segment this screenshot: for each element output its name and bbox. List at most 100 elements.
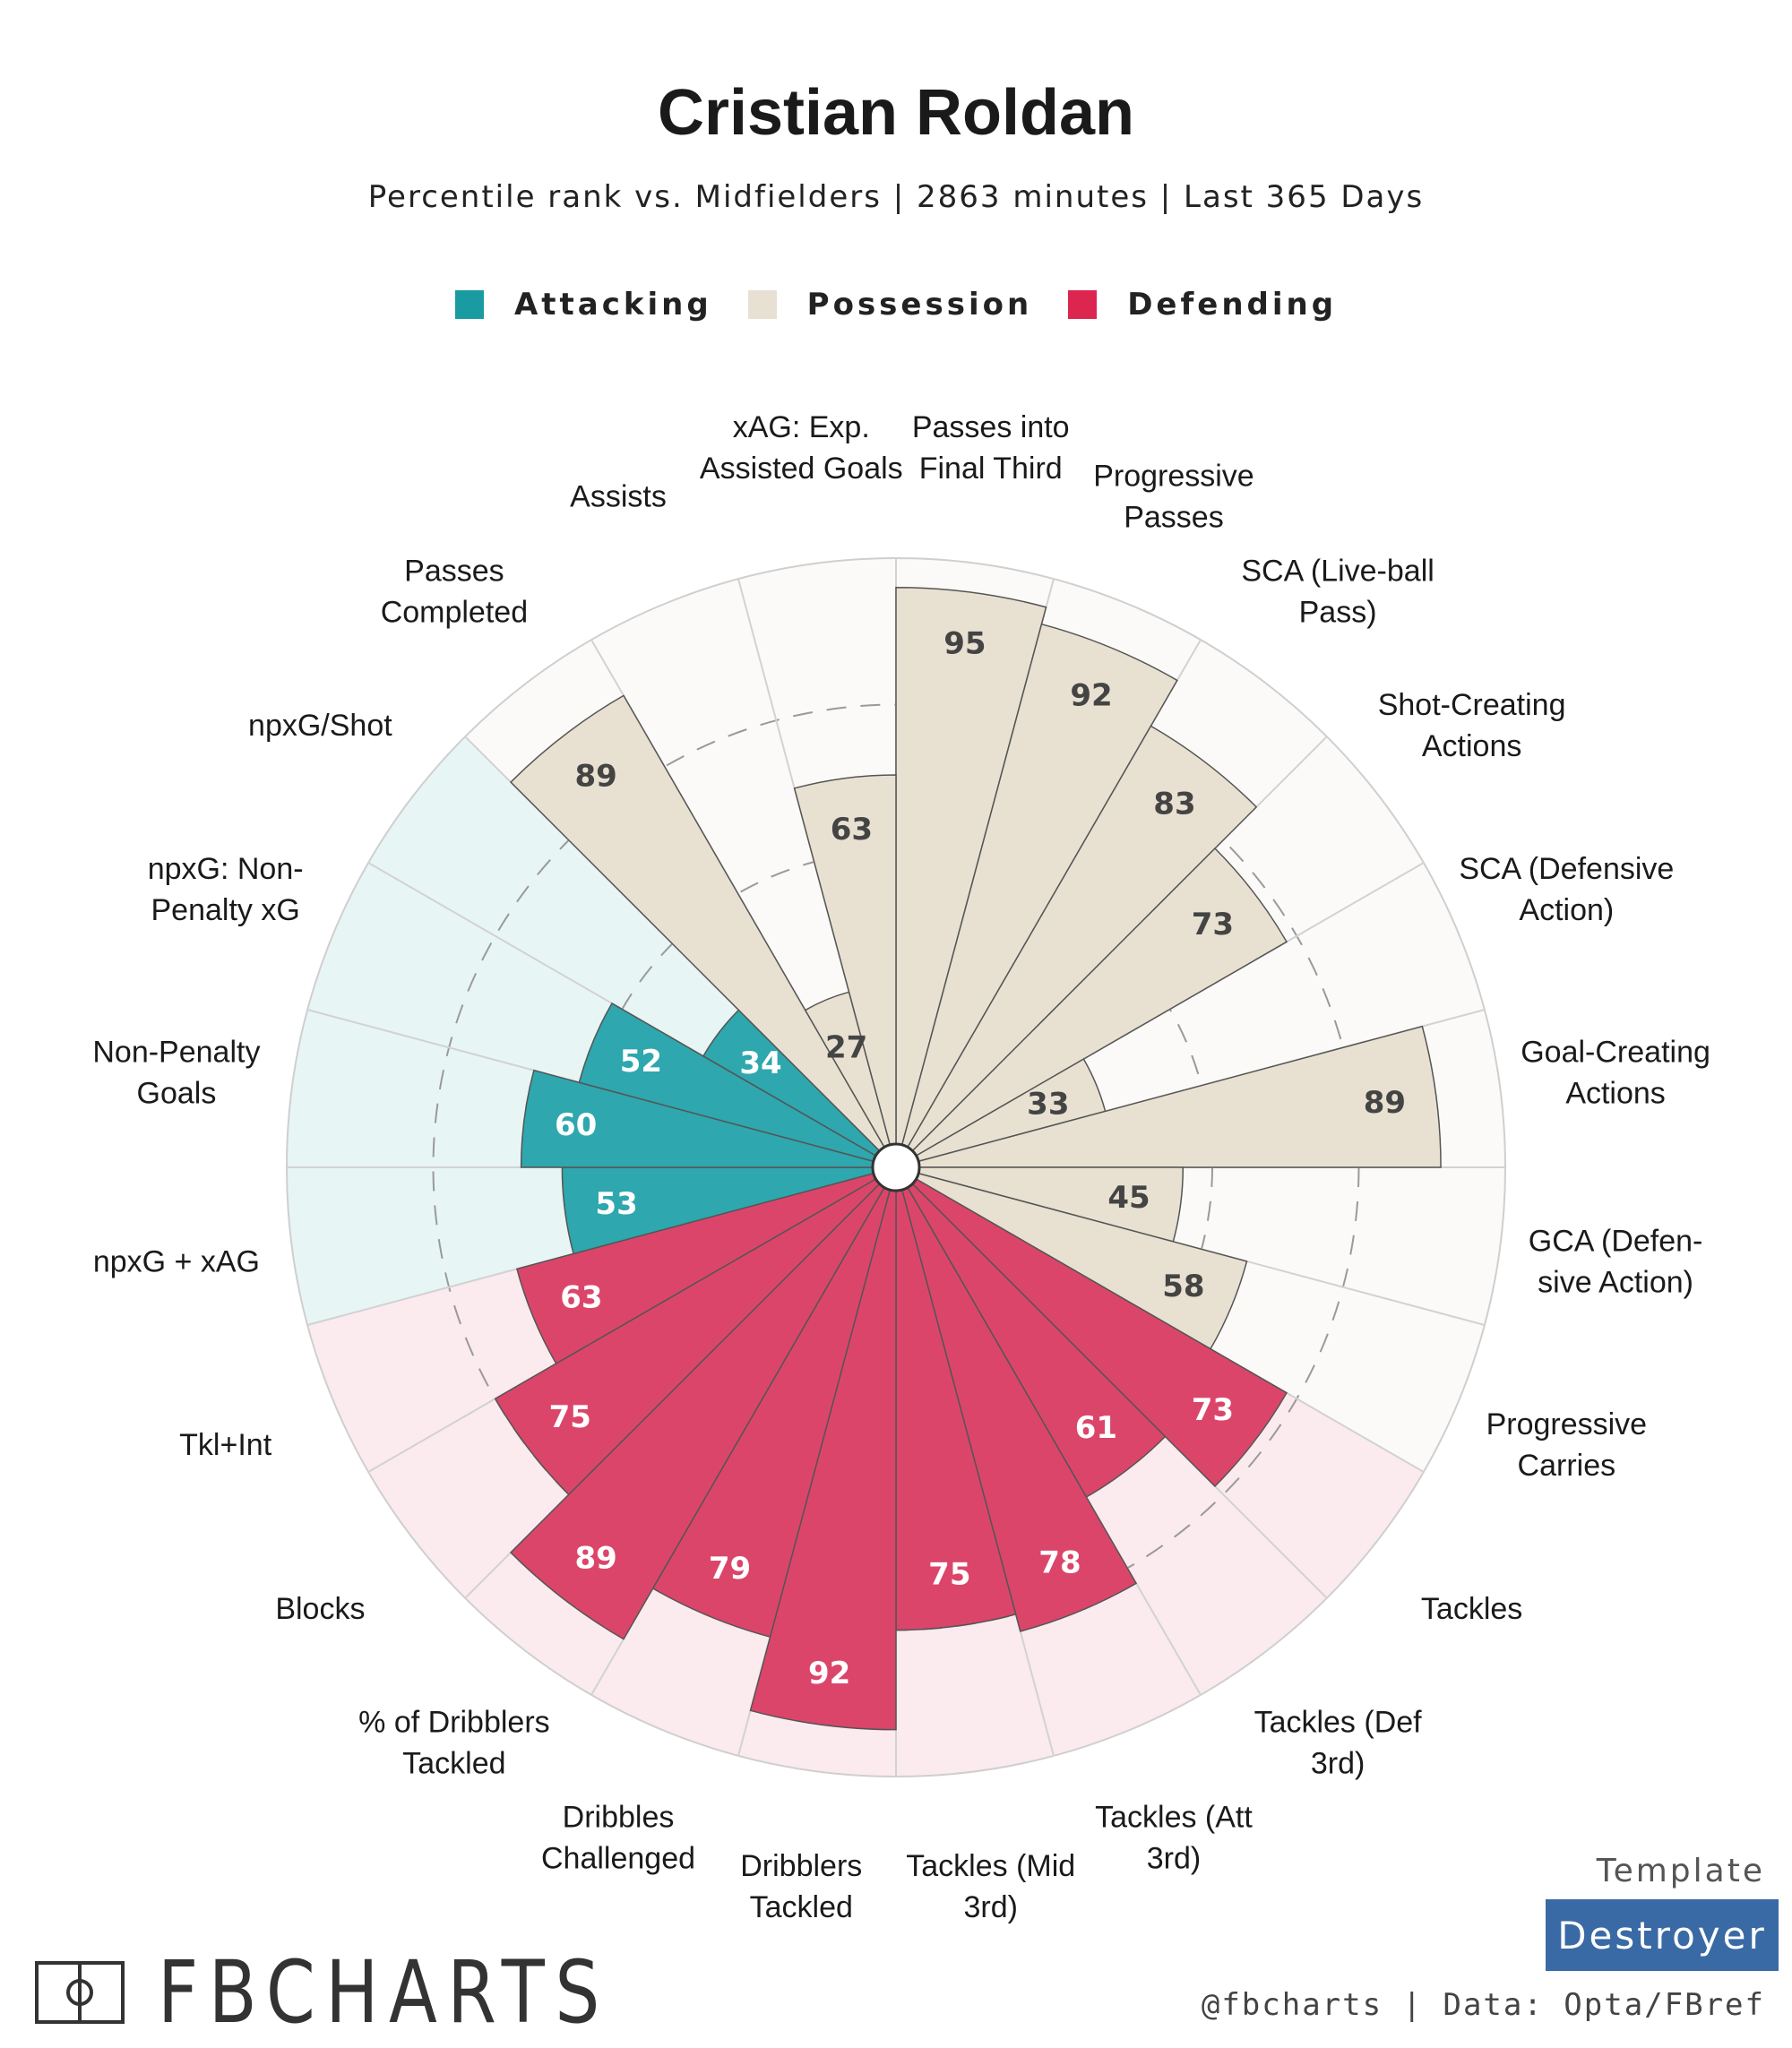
category-label-11: Tackles (Mid 3rd) bbox=[906, 1849, 1075, 1924]
category-label-line: SCA (Defensive bbox=[1459, 852, 1674, 886]
value-label-6: 45 bbox=[1107, 1180, 1150, 1216]
category-label-7: Progressive Carries bbox=[1486, 1407, 1648, 1483]
legend-swatch-possession bbox=[747, 290, 777, 319]
value-label-9: 61 bbox=[1075, 1410, 1117, 1446]
category-label-line: Dribblers bbox=[740, 1849, 862, 1883]
category-label-14: % of Dribblers Tackled bbox=[358, 1706, 550, 1781]
chart-title: Cristian Roldan bbox=[657, 77, 1135, 149]
category-label-line: npxG: Non- bbox=[148, 852, 304, 886]
category-label-16: Tkl+Int bbox=[179, 1428, 272, 1462]
category-label-line: Goals bbox=[137, 1076, 217, 1110]
value-label-0: 95 bbox=[943, 626, 986, 662]
value-label-23: 63 bbox=[831, 812, 873, 848]
category-label-17: npxG + xAG bbox=[93, 1245, 260, 1279]
category-label-line: Non-Penalty bbox=[92, 1035, 260, 1069]
category-label-line: Passes bbox=[404, 554, 504, 588]
category-label-line: Goal-Creating bbox=[1521, 1035, 1710, 1069]
category-label-line: Assists bbox=[570, 480, 667, 514]
value-label-1: 92 bbox=[1070, 678, 1112, 714]
logo-wordmark: FBCHARTS bbox=[158, 1942, 610, 2043]
category-label-line: Challenged bbox=[541, 1841, 695, 1875]
value-label-16: 63 bbox=[560, 1279, 602, 1315]
legend-label-defending: Defending bbox=[1127, 287, 1338, 323]
template-label: Template bbox=[1596, 1853, 1765, 1889]
category-label-line: Progressive bbox=[1093, 460, 1254, 494]
category-label-line: Tackles (Att bbox=[1095, 1800, 1253, 1834]
category-label-line: Completed bbox=[381, 595, 528, 629]
category-label-line: 3rd) bbox=[1147, 1841, 1201, 1875]
value-labels: 95 92 83 73 33 89 45 58 73 61 78 75 92 79 89 75 63 53 60 52… bbox=[549, 626, 1406, 1691]
value-label-20: 34 bbox=[739, 1046, 781, 1081]
category-label-9: Tackles (Def 3rd) bbox=[1254, 1706, 1423, 1781]
value-label-19: 52 bbox=[620, 1044, 662, 1080]
category-label-line: Tackles (Def bbox=[1254, 1706, 1423, 1740]
value-label-22: 27 bbox=[825, 1029, 867, 1065]
category-label-5: Goal-Creating Actions bbox=[1521, 1035, 1710, 1110]
category-label-line: Passes bbox=[1124, 501, 1224, 535]
category-label-2: SCA (Live-ball Pass) bbox=[1241, 554, 1434, 629]
category-label-line: Passes into bbox=[912, 410, 1070, 444]
category-label-line: Shot-Creating bbox=[1378, 688, 1566, 722]
value-label-12: 92 bbox=[808, 1656, 850, 1691]
legend-item-attacking: Attacking bbox=[454, 287, 712, 323]
category-label-line: % of Dribblers bbox=[358, 1706, 550, 1740]
category-label-line: Actions bbox=[1422, 729, 1522, 763]
category-label-line: Penalty xG bbox=[151, 893, 300, 927]
category-label-line: Tkl+Int bbox=[179, 1428, 272, 1462]
category-label-13: Dribbles Challenged bbox=[541, 1800, 695, 1875]
category-label-line: Pass) bbox=[1299, 595, 1377, 629]
category-label-line: Tackles bbox=[1421, 1592, 1522, 1626]
category-label-12: Dribblers Tackled bbox=[740, 1849, 862, 1924]
credits: @fbcharts | Data: Opta/FBref bbox=[1201, 1987, 1765, 2023]
legend-swatch-defending bbox=[1068, 290, 1098, 319]
category-labels: Passes into Final Third Progressive Passes S… bbox=[92, 410, 1710, 1924]
category-label-20: npxG/Shot bbox=[248, 709, 392, 743]
legend-label-attacking: Attacking bbox=[513, 287, 712, 323]
category-label-21: Passes Completed bbox=[381, 554, 528, 629]
legend-label-possession: Possession bbox=[806, 287, 1033, 323]
value-label-7: 58 bbox=[1162, 1269, 1204, 1304]
category-label-line: 3rd) bbox=[1311, 1747, 1365, 1781]
category-label-8: Tackles bbox=[1421, 1592, 1522, 1626]
template-badge: Destroyer bbox=[1546, 1899, 1779, 1971]
category-label-line: GCA (Defen- bbox=[1529, 1225, 1703, 1259]
value-label-3: 73 bbox=[1192, 907, 1234, 942]
category-label-line: SCA (Live-ball bbox=[1241, 554, 1434, 588]
value-label-13: 79 bbox=[709, 1551, 751, 1587]
value-label-2: 83 bbox=[1153, 787, 1195, 822]
fbcharts-logo: FBCHARTS bbox=[34, 1942, 710, 2043]
category-label-6: GCA (Defen-sive Action) bbox=[1529, 1225, 1703, 1300]
category-label-3: Shot-Creating Actions bbox=[1378, 688, 1566, 763]
value-label-15: 75 bbox=[549, 1399, 591, 1435]
category-label-1: Progressive Passes bbox=[1093, 460, 1254, 535]
category-label-0: Passes into Final Third bbox=[912, 410, 1070, 486]
legend-swatch-attacking bbox=[454, 290, 484, 319]
category-label-19: npxG: Non- Penalty xG bbox=[148, 852, 304, 927]
pitch-icon bbox=[35, 1961, 125, 2024]
category-label-line: xAG: Exp. bbox=[733, 410, 870, 444]
category-label-18: Non-Penalty Goals bbox=[92, 1035, 260, 1110]
chart-subtitle: Percentile rank vs. Midfielders | 2863 m… bbox=[367, 179, 1425, 215]
value-label-14: 89 bbox=[574, 1540, 616, 1576]
value-label-10: 78 bbox=[1038, 1545, 1081, 1581]
category-label-line: Action) bbox=[1519, 893, 1614, 927]
category-label-4: SCA (Defensive Action) bbox=[1459, 852, 1674, 927]
value-label-18: 60 bbox=[555, 1107, 597, 1143]
category-label-line: sive Action) bbox=[1538, 1266, 1693, 1300]
category-label-line: Tackled bbox=[750, 1890, 853, 1924]
category-label-line: Blocks bbox=[275, 1592, 365, 1626]
value-label-21: 89 bbox=[574, 759, 616, 795]
category-label-line: npxG + xAG bbox=[93, 1245, 260, 1279]
category-label-line: Final Third bbox=[919, 452, 1063, 486]
category-label-line: npxG/Shot bbox=[248, 709, 392, 743]
value-label-5: 89 bbox=[1364, 1085, 1406, 1121]
category-label-line: 3rd) bbox=[963, 1890, 1017, 1924]
category-label-10: Tackles (Att 3rd) bbox=[1095, 1800, 1253, 1875]
category-label-line: Tackled bbox=[402, 1747, 505, 1781]
category-label-22: Assists bbox=[570, 480, 667, 514]
category-label-line: Progressive bbox=[1486, 1407, 1648, 1441]
value-label-4: 33 bbox=[1027, 1087, 1069, 1123]
bars bbox=[494, 586, 1442, 1731]
value-label-11: 75 bbox=[928, 1557, 970, 1593]
